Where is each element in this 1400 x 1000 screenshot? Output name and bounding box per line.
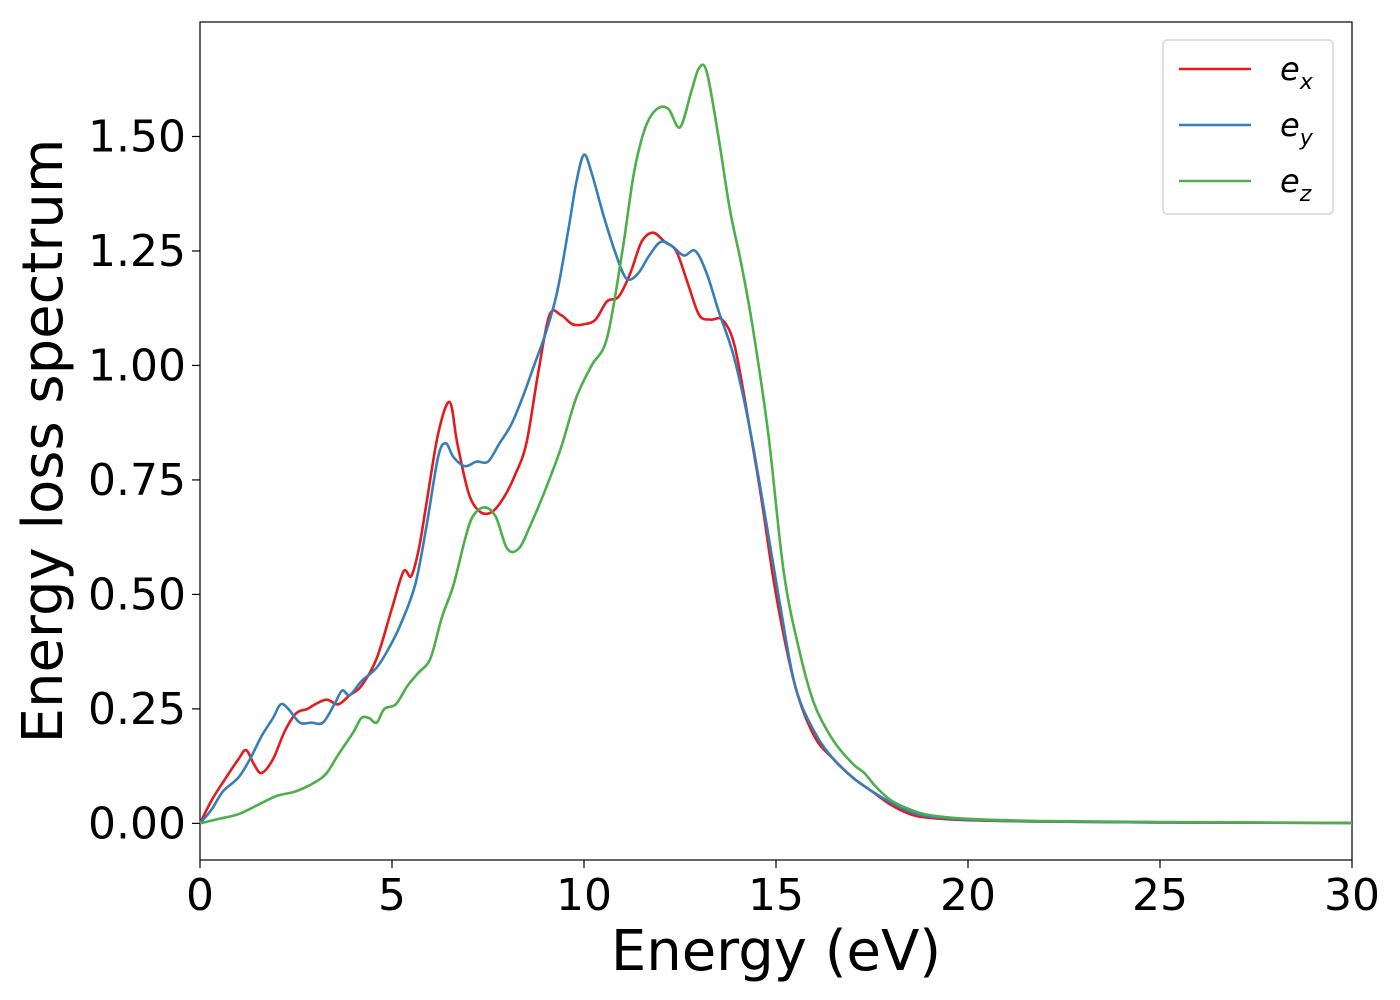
y-tick-label: 0.00 — [88, 798, 186, 849]
x-axis-label: Energy (eV) — [611, 919, 941, 984]
y-axis-label: Energy loss spectrum — [11, 139, 76, 744]
legend-label-base: e — [1280, 50, 1300, 88]
x-tick-label: 15 — [748, 870, 804, 921]
x-tick-label: 5 — [378, 870, 406, 921]
legend-box — [1162, 39, 1334, 215]
legend-label-subscript: x — [1299, 70, 1314, 95]
y-tick-label: 1.50 — [88, 111, 186, 162]
legend-label-y: ey — [1280, 106, 1314, 151]
x-tick-label: 0 — [186, 870, 214, 921]
y-tick-label: 1.25 — [88, 226, 186, 277]
series-line-z — [199, 63, 1353, 825]
x-tick-label: 10 — [556, 870, 612, 921]
series-layer — [198, 63, 1353, 825]
series-line-x — [198, 231, 1353, 825]
legend-label-subscript: y — [1299, 126, 1314, 151]
legend-label-subscript: z — [1299, 182, 1312, 207]
ticks-layer: 0 5 10 15 20 25 30 0.00 0.25 0.50 0.75 1.00 1.25 1.50 — [88, 111, 1380, 921]
series-line-y — [199, 153, 1353, 825]
legend-label-z: ez — [1280, 162, 1312, 207]
x-tick-label: 20 — [940, 870, 996, 921]
y-tick-label: 0.25 — [88, 684, 186, 735]
y-tick-label: 0.50 — [88, 569, 186, 620]
x-tick-label: 30 — [1324, 870, 1380, 921]
x-tick-label: 25 — [1132, 870, 1188, 921]
legend-label-x: ex — [1280, 50, 1314, 95]
y-tick-label: 0.75 — [88, 455, 186, 506]
legend-label-base: e — [1280, 162, 1300, 200]
y-tick-label: 1.00 — [88, 340, 186, 391]
legend-label-base: e — [1280, 106, 1300, 144]
